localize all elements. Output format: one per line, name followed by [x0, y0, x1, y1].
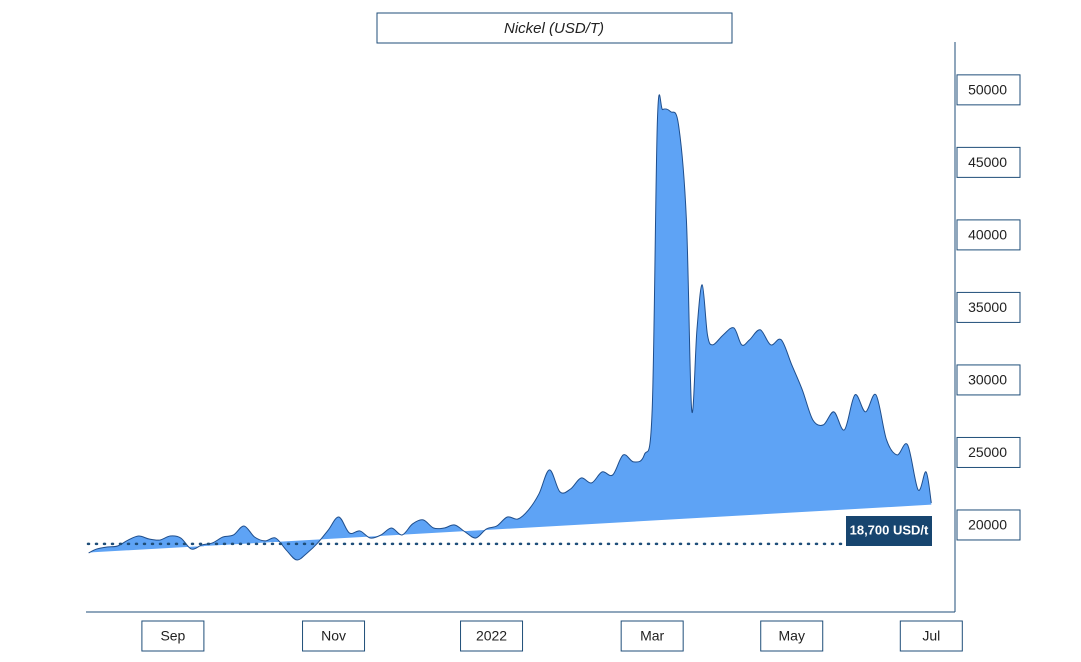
- y-tick-label: 30000: [968, 372, 1007, 388]
- x-tick-label: Sep: [160, 628, 185, 644]
- y-tick-label: 45000: [968, 154, 1007, 170]
- x-tick-box: [620, 620, 684, 652]
- y-tick-box: [956, 146, 1021, 178]
- chart-title: Nickel (USD/T): [504, 20, 604, 37]
- y-tick-label: 40000: [968, 227, 1007, 243]
- x-tick-box: [302, 620, 366, 652]
- y-tick-label: 35000: [968, 299, 1007, 315]
- x-tick-box: [460, 620, 524, 652]
- title-box: [376, 12, 733, 44]
- y-tick-box: [956, 436, 1021, 468]
- y-tick-box: [956, 291, 1021, 323]
- price-line: [88, 94, 932, 561]
- x-tick-label: Jul: [922, 628, 940, 644]
- annotation: 18,700 USD/t: [850, 522, 929, 537]
- x-tick-label: Nov: [321, 628, 346, 644]
- annotation-box: [846, 516, 932, 546]
- y-tick-box: [956, 364, 1021, 396]
- x-tick-label: May: [779, 628, 805, 644]
- x-tick-box: [760, 620, 824, 652]
- y-tick-label: 50000: [968, 82, 1007, 98]
- x-tick-box: [141, 620, 205, 652]
- y-tick-box: [956, 509, 1021, 541]
- y-tick-box: [956, 219, 1021, 251]
- y-tick-label: 25000: [968, 444, 1007, 460]
- x-tick-label: 2022: [476, 628, 507, 644]
- y-tick-box: [956, 74, 1021, 106]
- baseline-area: [88, 94, 932, 560]
- x-tick-box: [899, 620, 963, 652]
- y-tick-label: 20000: [968, 517, 1007, 533]
- x-tick-label: Mar: [640, 628, 664, 644]
